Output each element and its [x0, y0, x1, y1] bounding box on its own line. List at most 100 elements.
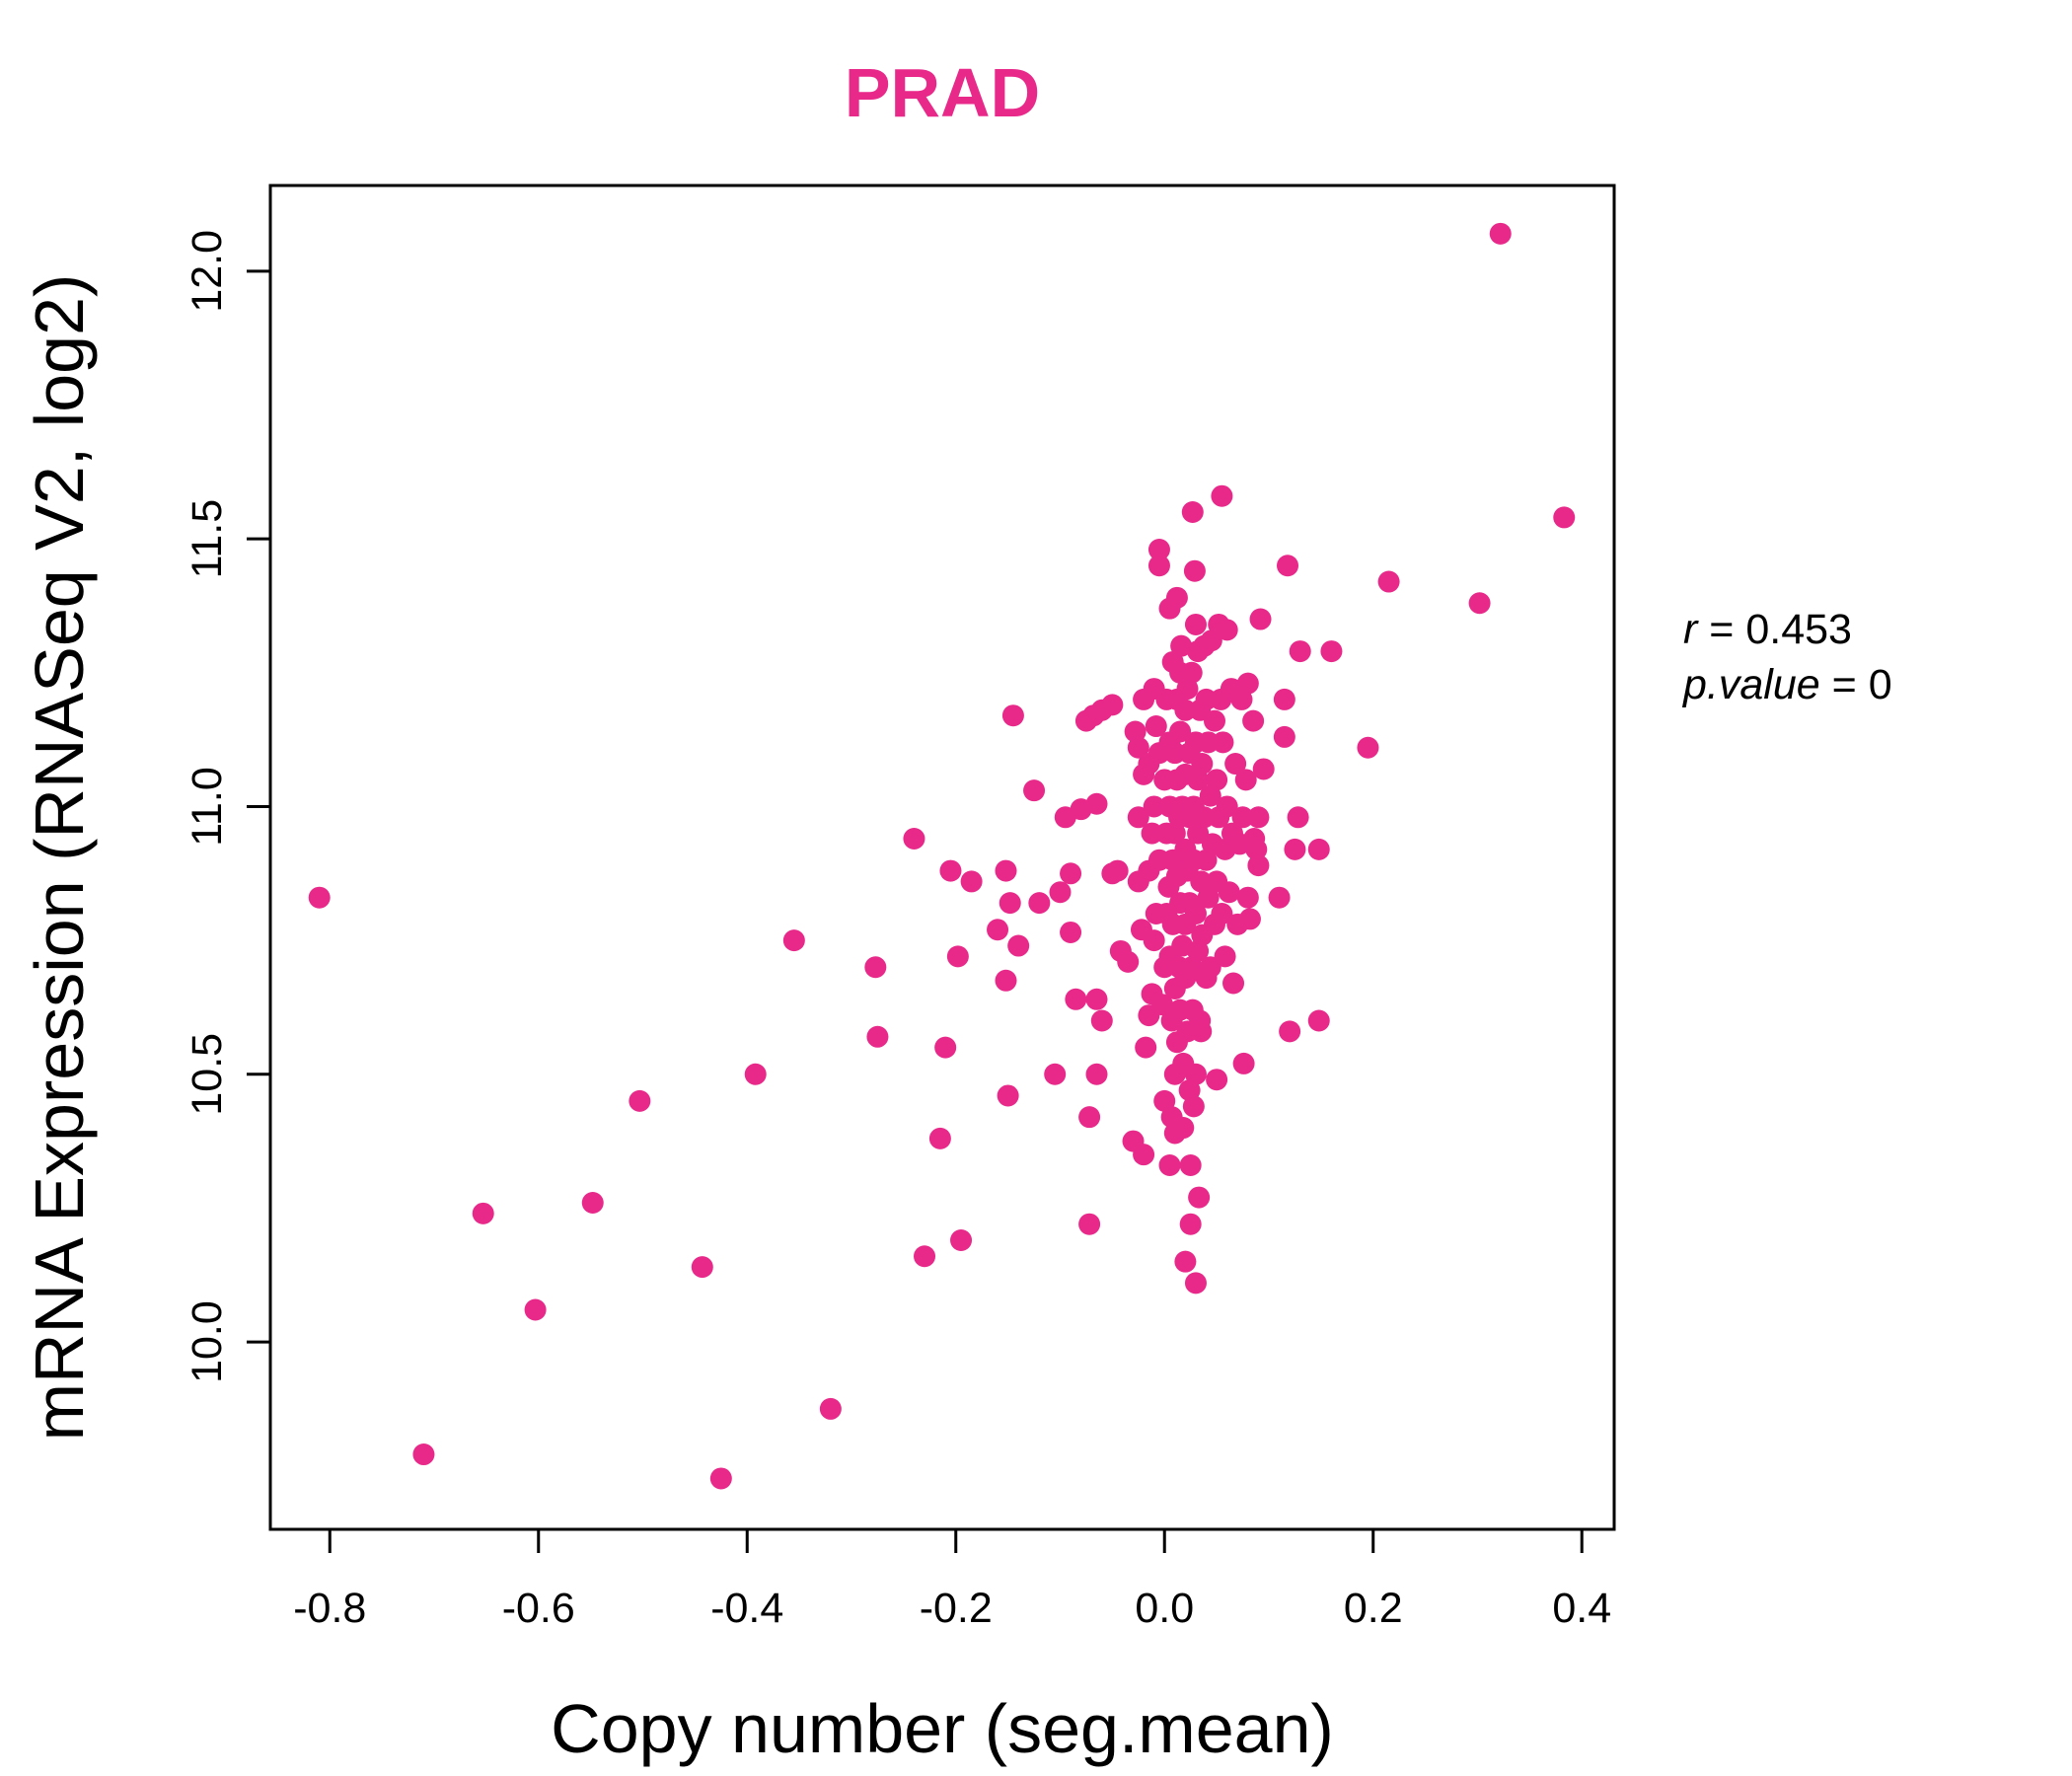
x-tick-label: -0.4 [710, 1585, 783, 1632]
data-point [412, 1443, 435, 1466]
data-point [1218, 881, 1240, 904]
data-point [524, 1298, 547, 1321]
data-point [1174, 1250, 1197, 1273]
r-value: 0.453 [1745, 606, 1852, 653]
data-point [995, 859, 1017, 882]
data-point [1236, 886, 1259, 909]
data-point [1184, 1272, 1207, 1295]
data-point [1268, 886, 1291, 909]
r-label: r [1683, 606, 1699, 653]
data-point [1247, 806, 1270, 829]
data-point [1101, 694, 1124, 716]
data-point [1252, 758, 1275, 780]
data-point [744, 1063, 767, 1085]
data-point [939, 859, 962, 882]
data-point [1287, 806, 1309, 829]
data-point [1165, 586, 1188, 609]
plot-frame [268, 184, 1616, 1531]
data-point [308, 886, 331, 909]
data-point [1181, 501, 1204, 524]
y-tick-label: 10.0 [184, 1300, 231, 1383]
data-point [864, 956, 887, 979]
data-point [1170, 634, 1193, 657]
data-point [866, 1025, 889, 1048]
data-point [1211, 484, 1233, 507]
data-point [1172, 1117, 1195, 1140]
y-tick-label: 10.5 [184, 1033, 231, 1116]
r-annotation: r = 0.453 [1683, 606, 1852, 653]
x-tick-label: -0.2 [920, 1585, 993, 1632]
data-point [1284, 838, 1306, 860]
data-point [1143, 795, 1165, 818]
data-point [819, 1397, 842, 1420]
data-point [1236, 672, 1259, 695]
data-point [1273, 688, 1295, 710]
data-point [1216, 795, 1238, 818]
data-point [1273, 725, 1295, 748]
data-point [1206, 769, 1228, 791]
data-point [1489, 222, 1512, 245]
data-points [308, 222, 1576, 1490]
data-point [997, 1084, 1019, 1107]
data-point [1044, 1063, 1067, 1085]
data-point [1179, 1213, 1202, 1235]
data-point [1245, 838, 1268, 860]
p-value: 0 [1869, 661, 1892, 708]
chart-title: PRAD [845, 54, 1040, 131]
data-point [1143, 929, 1165, 952]
data-point [1238, 908, 1261, 930]
data-point [1106, 859, 1129, 882]
data-point [1216, 619, 1238, 641]
p-equals: = [1820, 661, 1869, 708]
data-point [1214, 945, 1236, 968]
data-point [928, 1127, 951, 1149]
p-annotation: p.value = 0 [1681, 661, 1892, 708]
data-point [1188, 1186, 1211, 1209]
p-label: p.value [1681, 661, 1820, 708]
data-point [950, 1228, 973, 1251]
data-point [472, 1202, 494, 1224]
data-point [1247, 854, 1270, 877]
data-point [1212, 731, 1234, 754]
data-point [782, 929, 805, 952]
x-tick-label: 0.2 [1344, 1585, 1403, 1632]
data-point [1357, 736, 1379, 759]
data-point [1190, 1020, 1213, 1043]
data-point [1065, 988, 1087, 1010]
data-point [1234, 769, 1257, 791]
data-point [1184, 613, 1207, 635]
data-point [1224, 753, 1247, 776]
data-point [1279, 1020, 1301, 1043]
data-point [1117, 950, 1140, 973]
data-point [1242, 709, 1265, 732]
data-point [1191, 753, 1214, 776]
data-point [709, 1467, 732, 1490]
y-tick-label: 11.5 [184, 499, 231, 579]
data-point [934, 1036, 957, 1059]
data-point [1085, 1063, 1108, 1085]
data-point [1206, 1069, 1228, 1091]
data-point [914, 1245, 936, 1268]
stats-annotation: r = 0.453 p.value = 0 [1681, 606, 1892, 708]
data-point [1133, 1144, 1155, 1166]
data-point [1231, 806, 1254, 829]
x-tick-label: 0.4 [1552, 1585, 1611, 1632]
x-tick-label: -0.6 [502, 1585, 575, 1632]
y-tick-label: 12.0 [184, 230, 231, 313]
data-point [1179, 1154, 1202, 1177]
r-equals: = [1697, 606, 1745, 653]
data-point [1127, 806, 1149, 829]
data-point [1182, 1095, 1205, 1118]
data-point [987, 919, 1009, 941]
data-point [1203, 709, 1225, 732]
data-point [1211, 902, 1233, 925]
data-point [1060, 862, 1082, 885]
data-point [1222, 972, 1245, 995]
data-point [629, 1089, 651, 1112]
x-tick-label: 0.0 [1135, 1585, 1194, 1632]
data-point [1377, 570, 1400, 593]
y-axis-title: mRNA Expression (RNASeq V2, log2) [21, 274, 98, 1442]
data-point [1184, 1063, 1207, 1085]
data-point [1320, 640, 1343, 663]
